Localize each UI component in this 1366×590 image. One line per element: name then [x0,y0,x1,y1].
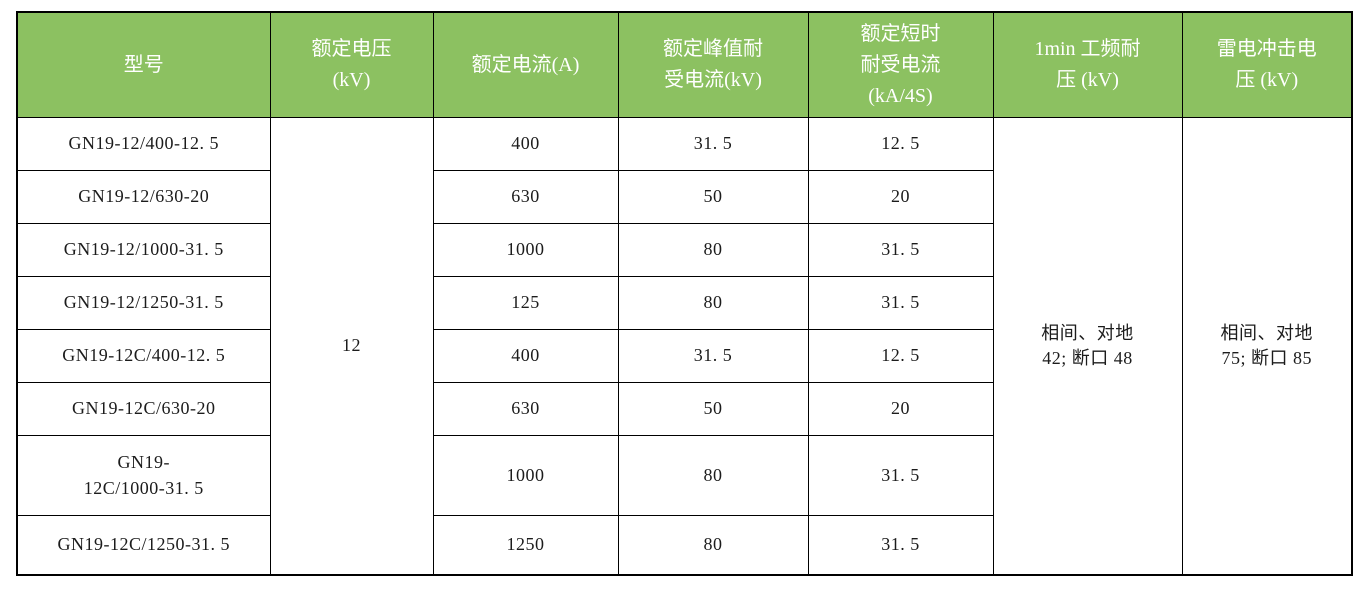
short-time-withstand-cell: 31. 5 [807,515,994,575]
rated-current-cell: 1250 [432,515,619,575]
header-row: 型号 额定电压 (kV) 额定电流(A) 额定峰值耐 受电流(kV) 额定短时 … [16,11,1353,118]
table-row: GN19-12C/400-12. 5 400 31. 5 12. 5 [16,329,1352,383]
model-cell: GN19-12C/1250-31. 5 [16,515,271,575]
short-time-withstand-cell: 20 [807,382,994,436]
col-header-rated-voltage: 额定电压 (kV) [269,11,434,118]
peak-withstand-cell: 80 [617,515,809,575]
peak-withstand-cell: 31. 5 [617,117,809,171]
spec-table: 型号 额定电压 (kV) 额定电流(A) 额定峰值耐 受电流(kV) 额定短时 … [16,11,1353,576]
short-time-withstand-cell: 12. 5 [807,117,994,171]
lightning-impulse-cell: 相间、对地 75; 断口 85 [1181,117,1353,575]
table-row: GN19-12/1250-31. 5 125 80 31. 5 [16,276,1352,330]
col-header-rated-current: 额定电流(A) [432,11,619,118]
rated-current-cell: 1000 [432,435,619,516]
rated-current-cell: 630 [432,382,619,436]
col-header-short-time-withstand-current: 额定短时 耐受电流 (kA/4S) [807,11,994,118]
model-cell: GN19- 12C/1000-31. 5 [16,435,271,516]
table-row: GN19- 12C/1000-31. 5 1000 80 31. 5 [16,435,1352,516]
model-cell: GN19-12/400-12. 5 [16,117,271,171]
rated-current-cell: 400 [432,329,619,383]
rated-current-cell: 400 [432,117,619,171]
table-row: GN19-12/630-20 630 50 20 [16,170,1352,224]
short-time-withstand-cell: 20 [807,170,994,224]
model-cell: GN19-12C/400-12. 5 [16,329,271,383]
col-header-power-frequency-withstand: 1min 工频耐 压 (kV) [992,11,1183,118]
peak-withstand-cell: 31. 5 [617,329,809,383]
short-time-withstand-cell: 31. 5 [807,435,994,516]
table-row: GN19-12C/630-20 630 50 20 [16,382,1352,436]
short-time-withstand-cell: 31. 5 [807,223,994,277]
peak-withstand-cell: 50 [617,382,809,436]
table-row: GN19-12/400-12. 5 12 400 31. 5 12. 5 相间、… [16,117,1353,575]
col-header-model: 型号 [16,11,271,118]
rated-current-cell: 630 [432,170,619,224]
rated-current-cell: 1000 [432,223,619,277]
peak-withstand-cell: 80 [617,276,809,330]
col-header-lightning-impulse: 雷电冲击电 压 (kV) [1181,11,1353,118]
peak-withstand-cell: 50 [617,170,809,224]
model-cell: GN19-12C/630-20 [16,382,271,436]
col-header-peak-withstand-current: 额定峰值耐 受电流(kV) [617,11,809,118]
model-cell: GN19-12/1250-31. 5 [16,276,271,330]
table-row: GN19-12C/1250-31. 5 1250 80 31. 5 [16,515,1352,575]
table-row: GN19-12/1000-31. 5 1000 80 31. 5 [16,223,1352,277]
model-cell: GN19-12/630-20 [16,170,271,224]
peak-withstand-cell: 80 [617,223,809,277]
rated-current-cell: 125 [432,276,619,330]
short-time-withstand-cell: 31. 5 [807,276,994,330]
rated-voltage-cell: 12 [269,117,434,575]
model-cell: GN19-12/1000-31. 5 [16,223,271,277]
peak-withstand-cell: 80 [617,435,809,516]
power-frequency-withstand-cell: 相间、对地 42; 断口 48 [992,117,1183,575]
short-time-withstand-cell: 12. 5 [807,329,994,383]
